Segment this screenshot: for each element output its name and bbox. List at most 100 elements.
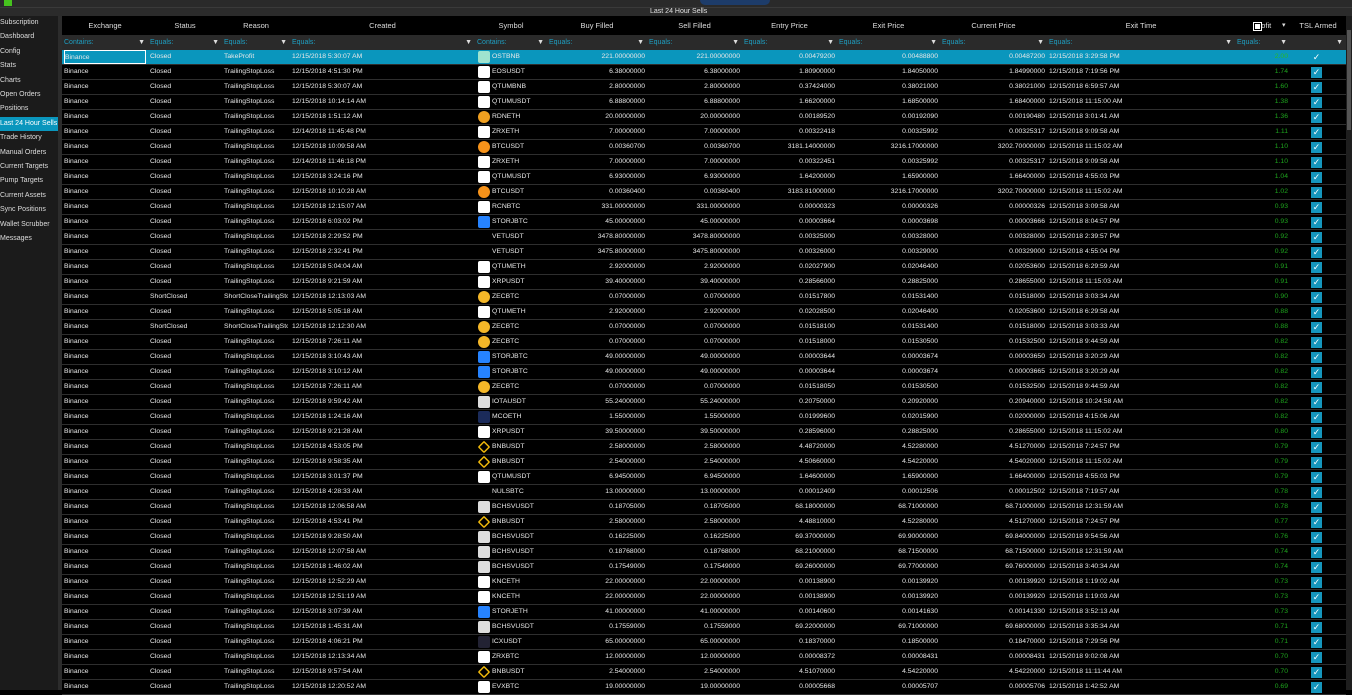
filter-mode-label[interactable]: Equals: (292, 39, 316, 46)
filter-funnel-icon[interactable]: ▼ (465, 39, 472, 46)
table-row[interactable]: Binance Closed TrailingStopLoss 12/15/2018 … (62, 170, 1346, 185)
filter-mode-label[interactable]: Equals: (839, 39, 863, 46)
checkmark-icon[interactable]: ✓ (1311, 577, 1322, 588)
table-row[interactable]: Binance Closed TrailingStopLoss 12/15/2018 … (62, 605, 1346, 620)
checkmark-icon[interactable]: ✓ (1311, 427, 1322, 438)
checkmark-icon[interactable]: ✓ (1311, 637, 1322, 648)
tsl-armed-checkbox[interactable]: ✓ (1290, 605, 1346, 619)
sidebar-item-open-orders[interactable]: Open Orders (0, 91, 41, 98)
scrollbar-thumb[interactable] (1347, 30, 1351, 130)
table-row[interactable]: Binance Closed TrailingStopLoss 12/15/2018 … (62, 215, 1346, 230)
tsl-armed-checkbox[interactable]: ✓ (1290, 215, 1346, 229)
checkmark-icon[interactable]: ✓ (1311, 382, 1322, 393)
table-row[interactable]: Binance Closed TrailingStopLoss 12/15/2018 … (62, 425, 1346, 440)
checkmark-icon[interactable]: ✓ (1311, 187, 1322, 198)
table-row[interactable]: Binance Closed TrailingStopLoss 12/15/2018 … (62, 680, 1346, 695)
tsl-armed-checkbox[interactable]: ✓ (1290, 110, 1346, 124)
table-row[interactable]: Binance Closed TrailingStopLoss 12/15/2018 … (62, 665, 1346, 680)
checkmark-icon[interactable]: ✓ (1311, 562, 1322, 573)
sidebar-item-pump-targets[interactable]: Pump Targets (0, 177, 44, 185)
table-row[interactable]: Binance Closed TrailingStopLoss 12/15/2018 … (62, 245, 1346, 260)
checkmark-icon[interactable]: ✓ (1311, 322, 1322, 333)
filter-funnel-icon[interactable]: ▼ (212, 39, 219, 46)
sidebar-item-current-assets[interactable]: Current Assets (0, 191, 46, 199)
checkmark-icon[interactable]: ✓ (1311, 217, 1322, 228)
tsl-armed-checkbox[interactable]: ✓ (1290, 365, 1346, 379)
table-row[interactable]: Binance Closed TrailingStopLoss 12/14/2018 … (62, 125, 1346, 140)
sidebar-item-last-24-hour-sells[interactable]: Last 24 Hour Sells (0, 116, 58, 131)
filter-mode-label[interactable]: Equals: (942, 39, 966, 46)
checkmark-icon[interactable]: ✓ (1311, 247, 1322, 258)
checkmark-icon[interactable]: ✓ (1311, 112, 1322, 123)
column-header-symbol[interactable]: Symbol (475, 16, 547, 35)
table-row[interactable]: Binance Closed TrailingStopLoss 12/15/2018 … (62, 620, 1346, 635)
sidebar-item-current-targets[interactable]: Current Targets (0, 163, 49, 170)
filter-funnel-icon[interactable]: ▼ (138, 39, 145, 46)
tsl-armed-checkbox[interactable]: ✓ (1290, 155, 1346, 169)
tsl-armed-checkbox[interactable]: ✓ (1290, 650, 1346, 664)
tsl-armed-checkbox[interactable]: ✓ (1290, 200, 1346, 214)
table-row[interactable]: Binance Closed TrailingStopLoss 12/15/2018 … (62, 335, 1346, 350)
checkmark-icon[interactable]: ✓ (1311, 262, 1322, 273)
column-header-exit-time[interactable]: Exit Time (1047, 16, 1235, 35)
tsl-armed-checkbox[interactable]: ✓ (1290, 575, 1346, 589)
tsl-armed-checkbox[interactable]: ✓ (1290, 590, 1346, 604)
table-row[interactable]: Binance Closed TrailingStopLoss 12/15/2018 … (62, 275, 1346, 290)
tsl-armed-checkbox[interactable]: ✓ (1290, 95, 1346, 109)
table-row[interactable]: Binance Closed TrailingStopLoss 12/15/2018 … (62, 590, 1346, 605)
filter-mode-label[interactable]: Equals: (1237, 39, 1261, 46)
table-row[interactable]: Binance Closed TrailingStopLoss 12/15/2018 … (62, 575, 1346, 590)
checkmark-icon[interactable]: ✓ (1311, 457, 1322, 468)
table-row[interactable]: Binance Closed TrailingStopLoss 12/15/2018 … (62, 65, 1346, 80)
sidebar-item-manual-orders[interactable]: Manual Orders (0, 148, 47, 156)
filter-mode-label[interactable]: Equals: (1049, 39, 1073, 46)
filter-mode-label[interactable]: Equals: (224, 39, 248, 46)
vertical-scrollbar[interactable] (1346, 16, 1352, 690)
filter-exit-price[interactable]: Equals: ▼ (837, 35, 940, 50)
sidebar-item-messages[interactable]: Messages (0, 235, 32, 242)
table-row[interactable]: Binance Closed TrailingStopLoss 12/14/2018 … (62, 155, 1346, 170)
checkmark-icon[interactable]: ✓ (1311, 337, 1322, 348)
tsl-armed-checkbox[interactable]: ✓ (1290, 470, 1346, 484)
filter-profit[interactable]: Equals: ▼ (1235, 35, 1290, 50)
tsl-armed-checkbox[interactable]: ✓ (1290, 65, 1346, 79)
tsl-armed-checkbox[interactable]: ✓ (1290, 560, 1346, 574)
table-row[interactable]: Binance Closed TrailingStopLoss 12/15/2018 … (62, 410, 1346, 425)
filter-funnel-icon[interactable]: ▼ (827, 39, 834, 46)
sidebar-item-sync-positions[interactable]: Sync Positions (0, 206, 46, 214)
checkmark-icon[interactable]: ✓ (1311, 682, 1322, 693)
tsl-armed-checkbox[interactable]: ✓ (1290, 380, 1346, 394)
filter-mode-label[interactable]: Equals: (744, 39, 768, 46)
filter-reason[interactable]: Equals: ▼ (222, 35, 290, 50)
tsl-armed-checkbox[interactable]: ✓ (1290, 305, 1346, 319)
tsl-armed-checkbox[interactable]: ✓ (1290, 320, 1346, 334)
checkmark-icon[interactable]: ✓ (1311, 502, 1322, 513)
sidebar-item-subscription[interactable]: Subscription (0, 19, 39, 26)
table-row[interactable]: Binance Closed TrailingStopLoss 12/15/2018 … (62, 80, 1346, 95)
sidebar-item-config[interactable]: Config (0, 47, 21, 55)
checkmark-icon[interactable]: ✓ (1311, 172, 1322, 183)
column-header-created[interactable]: Created (290, 16, 475, 35)
filter-mode-label[interactable]: Equals: (649, 39, 673, 46)
tsl-armed-checkbox[interactable]: ✓ (1290, 410, 1346, 424)
table-row[interactable]: Binance Closed TrailingStopLoss 12/15/2018 … (62, 230, 1346, 245)
tsl-armed-checkbox[interactable]: ✓ (1290, 170, 1346, 184)
tsl-armed-checkbox[interactable]: ✓ (1290, 260, 1346, 274)
tsl-armed-checkbox[interactable]: ✓ (1290, 485, 1346, 499)
table-row[interactable]: Binance Closed TrailingStopLoss 12/15/2018 … (62, 260, 1346, 275)
filter-funnel-icon[interactable]: ▼ (280, 39, 287, 46)
sidebar-item-trade-history[interactable]: Trade History (0, 134, 42, 142)
column-header-entry-price[interactable]: Entry Price (742, 16, 837, 35)
table-row[interactable]: Binance Closed TrailingStopLoss 12/15/2018 … (62, 200, 1346, 215)
table-row[interactable]: Binance Closed TrailingStopLoss 12/15/2018 … (62, 515, 1346, 530)
checkmark-icon[interactable]: ✓ (1311, 592, 1322, 603)
tsl-armed-checkbox[interactable]: ✓ (1290, 50, 1346, 64)
checkmark-icon[interactable]: ✓ (1311, 547, 1322, 558)
table-row[interactable]: Binance Closed TrailingStopLoss 12/15/2018 … (62, 500, 1346, 515)
checkmark-icon[interactable]: ✓ (1311, 82, 1322, 93)
tsl-armed-checkbox[interactable]: ✓ (1290, 455, 1346, 469)
table-row[interactable]: Binance Closed TrailingStopLoss 12/15/2018 … (62, 305, 1346, 320)
checkmark-icon[interactable]: ✓ (1311, 232, 1322, 243)
filter-funnel-icon[interactable]: ▼ (1336, 39, 1343, 46)
tsl-filter-checkbox[interactable] (1253, 22, 1262, 31)
